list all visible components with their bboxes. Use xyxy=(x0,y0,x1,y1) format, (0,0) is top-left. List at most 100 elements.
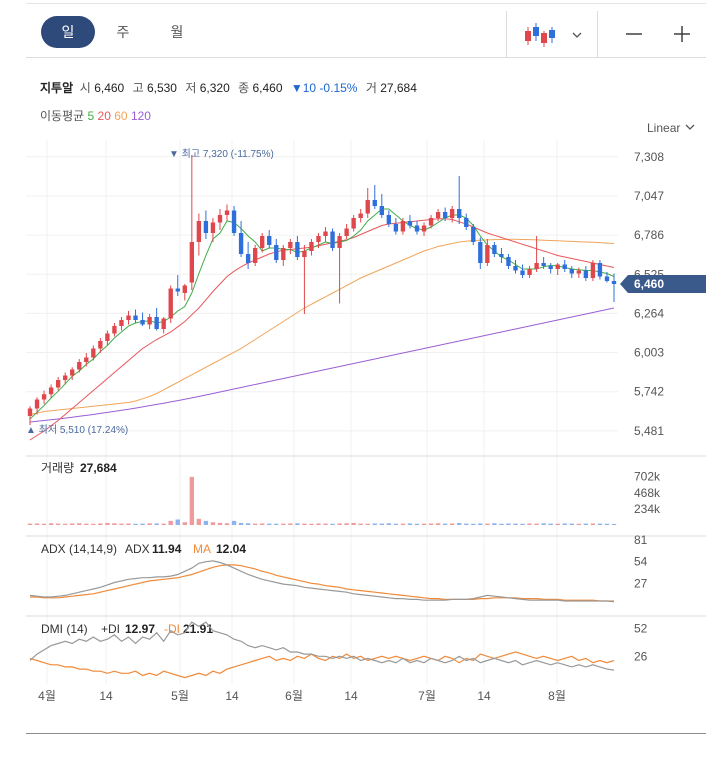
candle-body xyxy=(541,263,546,266)
candle-body xyxy=(203,221,209,233)
volume-bar xyxy=(140,523,145,525)
volume-bar xyxy=(309,523,314,525)
minus-icon xyxy=(626,33,642,35)
volume-bar xyxy=(260,523,265,525)
change-value: ▼10 xyxy=(290,81,317,95)
candle-body xyxy=(217,215,223,223)
candle-body xyxy=(98,341,103,349)
tab-day[interactable]: 일 xyxy=(41,16,95,48)
toolbar-separator xyxy=(597,11,598,57)
volume-bar xyxy=(267,523,272,525)
candle-body xyxy=(182,285,187,293)
x-tick-label: 7월 xyxy=(418,689,436,703)
candle-body xyxy=(267,236,272,245)
chevron-down-icon xyxy=(572,32,582,38)
volume-tick-label: 468k xyxy=(634,486,661,500)
candle-body xyxy=(428,218,434,226)
candle-body xyxy=(210,222,216,233)
dmi-tick-label: 26 xyxy=(634,649,648,663)
candle-body xyxy=(260,236,265,248)
volume-bar xyxy=(330,523,335,525)
volume-bar xyxy=(295,523,300,525)
volume-bar xyxy=(464,523,469,525)
volume-value: 27,684 xyxy=(380,81,417,95)
scale-select[interactable]: Linear xyxy=(647,121,696,135)
volume-bar xyxy=(217,522,223,525)
volume-bar xyxy=(499,523,504,525)
candle-body xyxy=(77,362,82,370)
volume-bar xyxy=(520,523,525,525)
close-value: 6,460 xyxy=(252,81,283,95)
candle-body xyxy=(231,210,237,233)
volume-bar xyxy=(485,523,490,525)
candle-body xyxy=(414,225,420,232)
open-label: 시 xyxy=(79,81,91,95)
mdi-line xyxy=(29,651,615,679)
volume-bar xyxy=(421,523,427,525)
volume-bar xyxy=(27,523,33,525)
candle-body xyxy=(478,242,483,263)
low-value: 6,320 xyxy=(199,81,230,95)
candle-body xyxy=(421,225,427,232)
volume-bar xyxy=(70,523,75,525)
volume-bar xyxy=(175,519,180,525)
x-tick-label: 8월 xyxy=(548,689,566,703)
candle-body xyxy=(597,263,603,277)
volume-bar xyxy=(548,523,553,525)
candle-body xyxy=(534,263,539,269)
volume-bar xyxy=(182,522,187,525)
volume-bar xyxy=(98,523,103,525)
volume-bar xyxy=(238,522,244,525)
candle-body xyxy=(84,357,89,362)
volume-bar xyxy=(252,523,258,525)
volume-bar xyxy=(231,520,237,525)
volume-bar xyxy=(611,523,617,525)
stock-name: 지투알 xyxy=(40,81,74,95)
volume-bar xyxy=(48,523,54,525)
candle-body xyxy=(281,248,286,260)
candle-body xyxy=(344,228,349,236)
adx-ma-label: MA xyxy=(193,542,211,556)
ma-legend-label: 이동평균 xyxy=(40,109,85,123)
zoom-out-button[interactable] xyxy=(616,11,652,57)
tab-week[interactable]: 주 xyxy=(116,24,130,40)
candle-body xyxy=(393,224,399,232)
volume-bar xyxy=(492,523,497,525)
candle-body xyxy=(41,394,47,400)
chevron-down-icon xyxy=(685,124,695,130)
volume-bar xyxy=(323,523,328,525)
tab-month[interactable]: 월 xyxy=(170,24,184,40)
candlestick-icon xyxy=(525,23,582,47)
candle-body xyxy=(238,233,244,254)
price-tick-label: 7,047 xyxy=(634,189,664,203)
high-value: 6,530 xyxy=(146,81,177,95)
candle-body xyxy=(337,236,342,248)
candle-body xyxy=(55,380,61,388)
volume-bar xyxy=(569,523,574,525)
volume-bar xyxy=(133,523,138,525)
current-price-text: 6,460 xyxy=(634,277,664,291)
volume-bar xyxy=(449,523,455,525)
price-tick-label: 6,264 xyxy=(634,306,664,320)
candle-body xyxy=(485,245,490,263)
candle-body xyxy=(119,320,124,326)
candle-body xyxy=(105,333,110,341)
volume-bar xyxy=(513,523,518,525)
candle-body xyxy=(611,281,617,284)
candle-body xyxy=(48,387,54,395)
plus-icon xyxy=(674,26,690,42)
candle-body xyxy=(245,254,251,263)
candle-body xyxy=(140,320,145,325)
adx-legend-value: 11.94 xyxy=(152,542,182,556)
price-tick-label: 7,308 xyxy=(634,150,664,164)
adx-tick-label: 54 xyxy=(634,555,648,569)
volume-bar xyxy=(414,523,420,525)
candle-body xyxy=(358,213,363,218)
zoom-in-button[interactable] xyxy=(664,11,700,57)
adx-tick-label: 27 xyxy=(634,576,648,590)
max-price-annotation: ▼ 최고 7,320 (-11.75%) xyxy=(169,148,274,160)
volume-bar xyxy=(428,523,434,525)
candle-body xyxy=(576,270,582,274)
adx-legend-label: ADX xyxy=(125,542,150,556)
chart-type-select[interactable] xyxy=(516,11,588,57)
